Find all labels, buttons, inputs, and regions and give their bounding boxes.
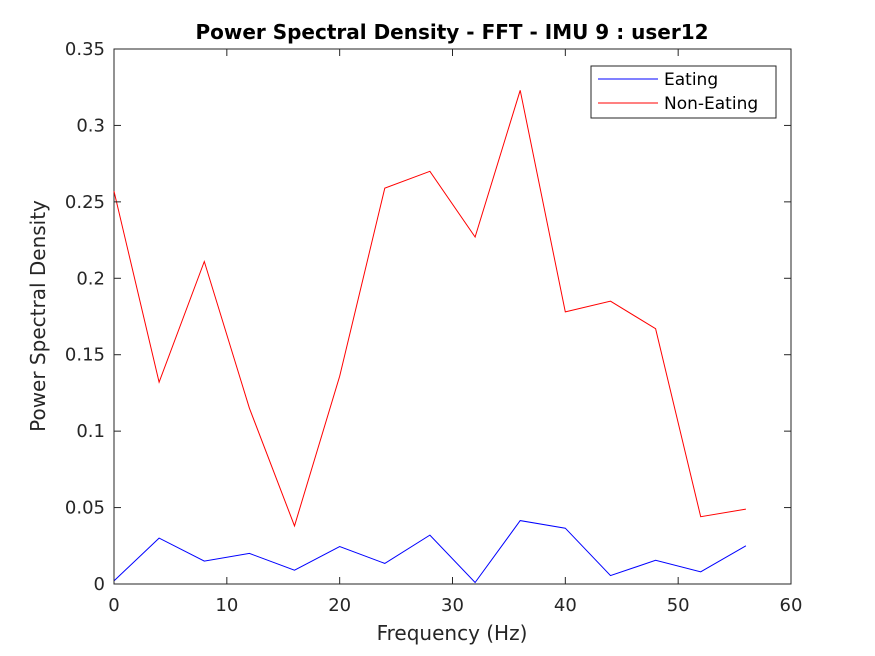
x-tick-label: 0 <box>108 595 119 616</box>
legend-label-eating: Eating <box>664 70 718 90</box>
series-layer <box>113 90 747 584</box>
legend-box <box>590 65 777 119</box>
x-tick-label: 30 <box>441 595 464 616</box>
series-line-non-eating <box>113 90 746 528</box>
tick-layer: 0 10 20 30 40 50 60 0 0.05 0.1 0.15 0.2 0.25 0.3 0.35 <box>65 39 803 616</box>
plot-area <box>113 48 792 585</box>
y-tick-label: 0.2 <box>76 268 105 289</box>
x-axis-title: Frequency (Hz) <box>377 621 528 645</box>
x-tick-label: 60 <box>780 595 803 616</box>
y-tick-label: 0.35 <box>65 39 105 60</box>
x-tick-label: 40 <box>554 595 577 616</box>
y-tick-label: 0 <box>94 574 105 595</box>
x-tick-label: 50 <box>667 595 690 616</box>
x-tick-label: 10 <box>215 595 238 616</box>
legend: Eating Non-Eating <box>590 65 777 119</box>
series-line-eating <box>113 520 747 584</box>
x-tick-label: 20 <box>328 595 351 616</box>
y-tick-label: 0.1 <box>76 421 105 442</box>
y-tick-label: 0.05 <box>65 498 105 519</box>
y-axis-title: Power Spectral Density <box>26 200 50 432</box>
y-tick-label: 0.3 <box>76 115 105 136</box>
chart-title: Power Spectral Density - FFT - IMU 9 : u… <box>195 20 708 44</box>
y-tick-label: 0.15 <box>65 345 105 366</box>
y-tick-label: 0.25 <box>65 192 105 213</box>
legend-label-non-eating: Non-Eating <box>664 94 758 114</box>
